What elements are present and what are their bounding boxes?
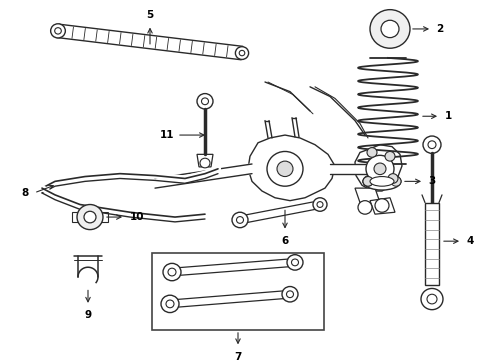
Circle shape	[287, 291, 294, 298]
Circle shape	[232, 212, 248, 228]
Text: 3: 3	[428, 176, 436, 186]
Circle shape	[375, 199, 389, 212]
Polygon shape	[425, 203, 439, 285]
Ellipse shape	[363, 173, 401, 190]
Text: 1: 1	[444, 111, 452, 121]
Circle shape	[423, 136, 441, 153]
Circle shape	[317, 202, 323, 207]
Circle shape	[239, 50, 245, 56]
Circle shape	[428, 141, 436, 149]
Circle shape	[237, 217, 244, 223]
Circle shape	[161, 295, 179, 312]
Circle shape	[388, 174, 398, 183]
Circle shape	[55, 28, 61, 34]
Circle shape	[197, 94, 213, 109]
Polygon shape	[72, 212, 80, 222]
Polygon shape	[100, 212, 108, 222]
Text: 8: 8	[22, 188, 28, 198]
Text: 2: 2	[437, 24, 443, 34]
Circle shape	[84, 211, 96, 223]
Circle shape	[427, 294, 437, 304]
Text: 10: 10	[130, 212, 144, 222]
Circle shape	[370, 10, 410, 48]
Circle shape	[363, 176, 373, 186]
Circle shape	[366, 155, 394, 182]
Text: 9: 9	[84, 310, 92, 320]
Text: 5: 5	[147, 10, 154, 20]
Circle shape	[235, 47, 248, 59]
Circle shape	[282, 287, 298, 302]
Polygon shape	[248, 135, 335, 201]
Ellipse shape	[370, 176, 394, 186]
Text: 6: 6	[281, 236, 289, 246]
Circle shape	[367, 148, 377, 157]
Circle shape	[358, 201, 372, 214]
Circle shape	[421, 288, 443, 310]
Text: 7: 7	[234, 352, 242, 360]
Circle shape	[163, 264, 181, 281]
Circle shape	[168, 268, 176, 276]
Circle shape	[77, 204, 103, 230]
Circle shape	[385, 152, 395, 161]
Circle shape	[313, 198, 327, 211]
Circle shape	[381, 20, 399, 38]
Circle shape	[374, 163, 386, 175]
Circle shape	[267, 152, 303, 186]
Circle shape	[292, 259, 298, 266]
Circle shape	[287, 255, 303, 270]
Bar	[152, 253, 324, 330]
Polygon shape	[355, 188, 380, 203]
Polygon shape	[355, 145, 402, 191]
Circle shape	[166, 300, 174, 308]
Circle shape	[200, 158, 210, 168]
Circle shape	[201, 98, 209, 105]
Circle shape	[50, 24, 65, 38]
Text: 4: 4	[466, 236, 474, 246]
Text: 11: 11	[160, 130, 174, 140]
Polygon shape	[197, 154, 213, 167]
Circle shape	[391, 176, 401, 186]
Circle shape	[277, 161, 293, 176]
Polygon shape	[370, 198, 395, 214]
Circle shape	[363, 176, 373, 186]
